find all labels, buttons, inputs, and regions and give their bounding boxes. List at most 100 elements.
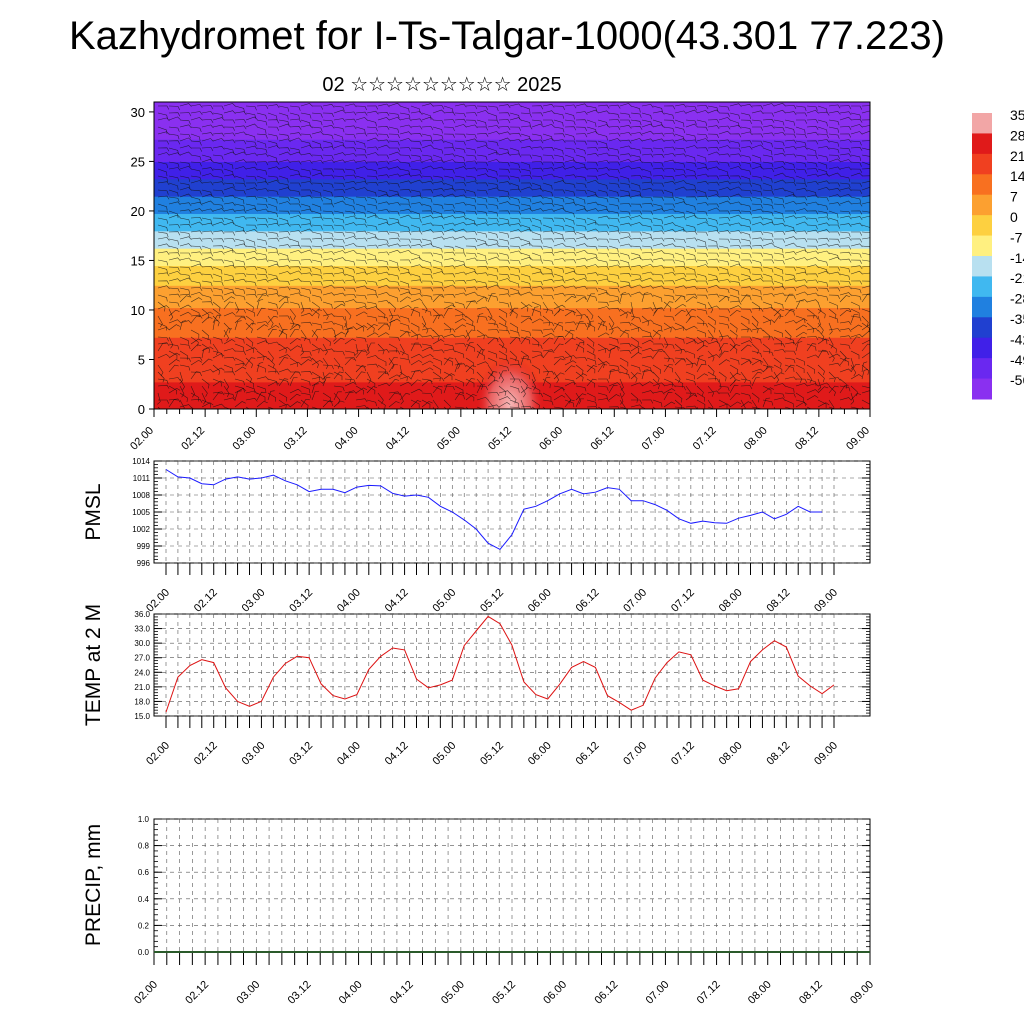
wind-barb [245, 166, 258, 171]
wind-barb [542, 147, 555, 151]
wind-barb [861, 201, 870, 205]
wind-barb [432, 215, 445, 220]
wind-barb [432, 339, 445, 345]
wind-barb [586, 336, 595, 347]
wind-barb [388, 294, 399, 303]
wind-barb [696, 340, 709, 345]
wind-barb [223, 110, 236, 114]
wind-barb [531, 154, 543, 161]
wind-barb [223, 119, 236, 124]
wind-barb [465, 105, 478, 110]
wind-barb [564, 119, 576, 125]
wind-barb [729, 357, 740, 365]
wind-barb [795, 336, 806, 345]
wind-barb [410, 343, 422, 348]
wind-barb [223, 356, 236, 361]
wind-barb [443, 153, 456, 158]
wind-barb [212, 189, 224, 195]
wind-barb [443, 333, 456, 338]
wind-barb [839, 258, 852, 263]
wind-barb [421, 280, 434, 285]
wind-barb [300, 294, 311, 302]
wind-barb [311, 160, 324, 164]
wind-barb [861, 315, 869, 327]
wind-barb [245, 145, 258, 150]
wind-barb [641, 187, 654, 192]
wind-barb [586, 308, 594, 320]
wind-barb [432, 166, 445, 171]
wind-barb [839, 133, 852, 138]
wind-barb [751, 196, 763, 203]
x-tick-label: 09.00 [844, 425, 872, 453]
wind-barb [652, 390, 665, 395]
wind-barb [212, 319, 219, 331]
wind-barb [454, 335, 467, 339]
wind-barb [212, 196, 224, 202]
wind-barb [685, 357, 694, 368]
wind-barb [806, 327, 819, 332]
wind-barb [740, 103, 753, 108]
wind-barb [784, 139, 797, 144]
wind-barb [289, 315, 295, 328]
wind-barb [212, 181, 225, 186]
wind-barb [520, 182, 533, 187]
wind-barb [597, 398, 610, 402]
wind-barb [421, 367, 434, 373]
temperature-band [154, 136, 870, 140]
wind-barb [245, 273, 257, 279]
wind-barb [289, 361, 302, 366]
x-tick-label: 06.12 [592, 979, 620, 1007]
wind-barb [663, 112, 674, 120]
temperature-band [154, 104, 870, 108]
wind-barb [432, 329, 440, 341]
wind-barb [608, 147, 620, 154]
wind-barb [817, 105, 828, 113]
wind-barb [641, 231, 652, 239]
wind-barb [300, 399, 310, 408]
wind-barb [641, 285, 654, 289]
wind-barb [179, 343, 191, 350]
temperature-band [154, 228, 870, 232]
wind-barb [377, 323, 389, 331]
wind-barb [366, 271, 379, 275]
wind-barb [289, 278, 302, 282]
wind-barb [168, 245, 179, 253]
wind-barb [443, 304, 456, 310]
wind-barb [674, 357, 686, 363]
wind-barb [212, 117, 225, 121]
wind-barb [190, 111, 203, 115]
wind-barb [344, 381, 357, 387]
wind-barb [828, 238, 840, 243]
wind-barb [652, 132, 665, 137]
wind-barb [344, 159, 357, 164]
wind-barb [190, 251, 203, 256]
wind-barb [553, 358, 565, 366]
wind-barb [685, 175, 698, 180]
wind-barb [520, 112, 532, 118]
wind-barb [421, 327, 434, 332]
wind-barb [399, 203, 412, 208]
wind-barb [344, 243, 357, 247]
wind-barb [828, 202, 841, 206]
wind-barb [696, 195, 709, 200]
wind-barb [663, 350, 670, 362]
wind-barb [641, 210, 654, 215]
wind-barb [344, 259, 356, 266]
wind-barb [586, 221, 599, 226]
wind-barb [652, 350, 663, 359]
wind-barb [311, 189, 322, 197]
wind-barb [322, 327, 335, 332]
wind-barb [366, 175, 378, 181]
wind-barb [685, 119, 697, 125]
wind-barb [487, 125, 500, 129]
wind-barb [586, 378, 596, 388]
wind-barb [685, 405, 698, 409]
wind-barb [278, 252, 289, 260]
wind-barb [520, 385, 526, 398]
wind-barb [564, 266, 576, 273]
wind-barb [190, 175, 202, 182]
wind-barb [267, 301, 278, 309]
wind-barb [828, 187, 841, 192]
wind-barb [608, 287, 620, 293]
wind-barb [729, 124, 742, 129]
